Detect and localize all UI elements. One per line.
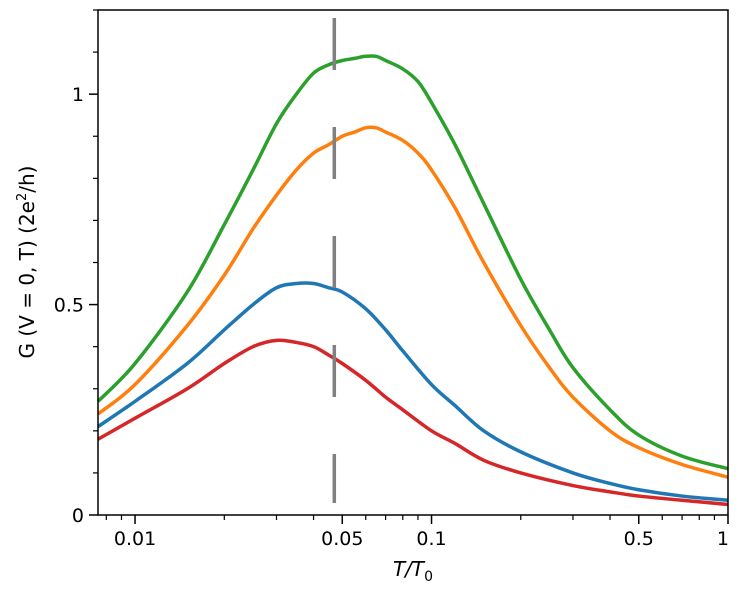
y-tick-label: 0.5 (54, 295, 84, 317)
x-tick-label: 0.1 (416, 528, 446, 550)
y-tick-label: 0 (72, 505, 84, 527)
x-axis-ticks: 0.01 0.05 0.1 0.5 1 (105, 515, 729, 550)
x-tick-label: 0.5 (624, 528, 654, 550)
x-axis-title: T/T0 (393, 557, 433, 585)
plot-frame (97, 9, 729, 516)
series-line-3 (97, 281, 729, 503)
y-axis-ticks: 00.51 (54, 9, 98, 527)
series-layer (96, 54, 729, 507)
series-line-4 (97, 338, 729, 507)
y-axis-title: G (V = 0, T) (2e2/h) (15, 166, 39, 359)
series-line-1 (96, 54, 729, 471)
y-tick-label: 1 (72, 84, 84, 106)
x-tick-label: 0.05 (321, 528, 363, 550)
series-line-2 (96, 125, 729, 479)
x-tick-label: 1 (717, 528, 729, 550)
x-tick-label: 0.01 (114, 528, 156, 550)
